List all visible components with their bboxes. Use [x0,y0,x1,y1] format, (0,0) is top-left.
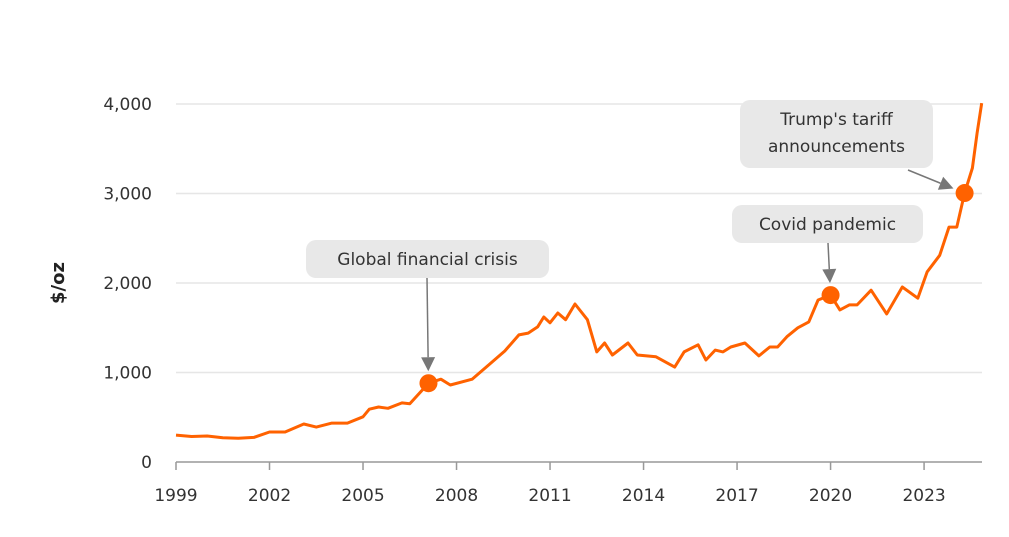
annotation-callout: Covid pandemic [732,205,923,305]
series-line-gold-price [175,102,984,440]
y-tick-label: 1,000 [103,364,152,384]
highlight-point [821,286,840,305]
series-layer [175,102,984,440]
callout-box [732,205,923,243]
y-axis: 0 1,000 2,000 3,000 4,000 [103,95,152,473]
y-axis-label: $/oz [48,262,69,304]
arrow-head-icon [421,357,436,372]
callout-box [306,240,549,278]
callout-box [740,100,933,168]
x-tick-label: 2017 [715,486,758,506]
annotation-callout: Trump's tariff announcements [740,100,974,203]
highlight-point [419,374,438,393]
x-tick-label: 2005 [341,486,384,506]
y-tick-label: 0 [141,453,152,473]
highlight-point [955,184,974,203]
x-axis: 1999 2002 2005 2008 2011 2014 2017 2020 2023 [154,461,982,506]
callout-text: Trump's tariff [779,110,894,130]
x-tick-label: 2002 [248,486,291,506]
x-tick-label: 2023 [902,486,945,506]
arrow-head-icon [822,268,837,284]
y-tick-label: 2,000 [103,274,152,294]
x-tick-label: 2011 [528,486,571,506]
annotation-callout: Global financial crisis [306,240,549,393]
callout-text: Global financial crisis [337,250,518,270]
arrow-line [426,277,429,358]
callout-text: announcements [768,137,905,157]
y-tick-label: 4,000 [103,95,152,115]
arrow-head-icon [937,176,954,190]
annotations: Global financial crisis Covid pandemic Tru… [306,100,974,393]
arrow-line [827,242,831,270]
x-tick-label: 2020 [809,486,852,506]
x-tick-label: 2014 [622,486,665,506]
x-tick-label: 2008 [435,486,478,506]
y-tick-label: 3,000 [103,185,152,205]
arrow-line [907,169,941,184]
callout-text: Covid pandemic [759,215,896,235]
x-tick-label: 1999 [154,486,197,506]
